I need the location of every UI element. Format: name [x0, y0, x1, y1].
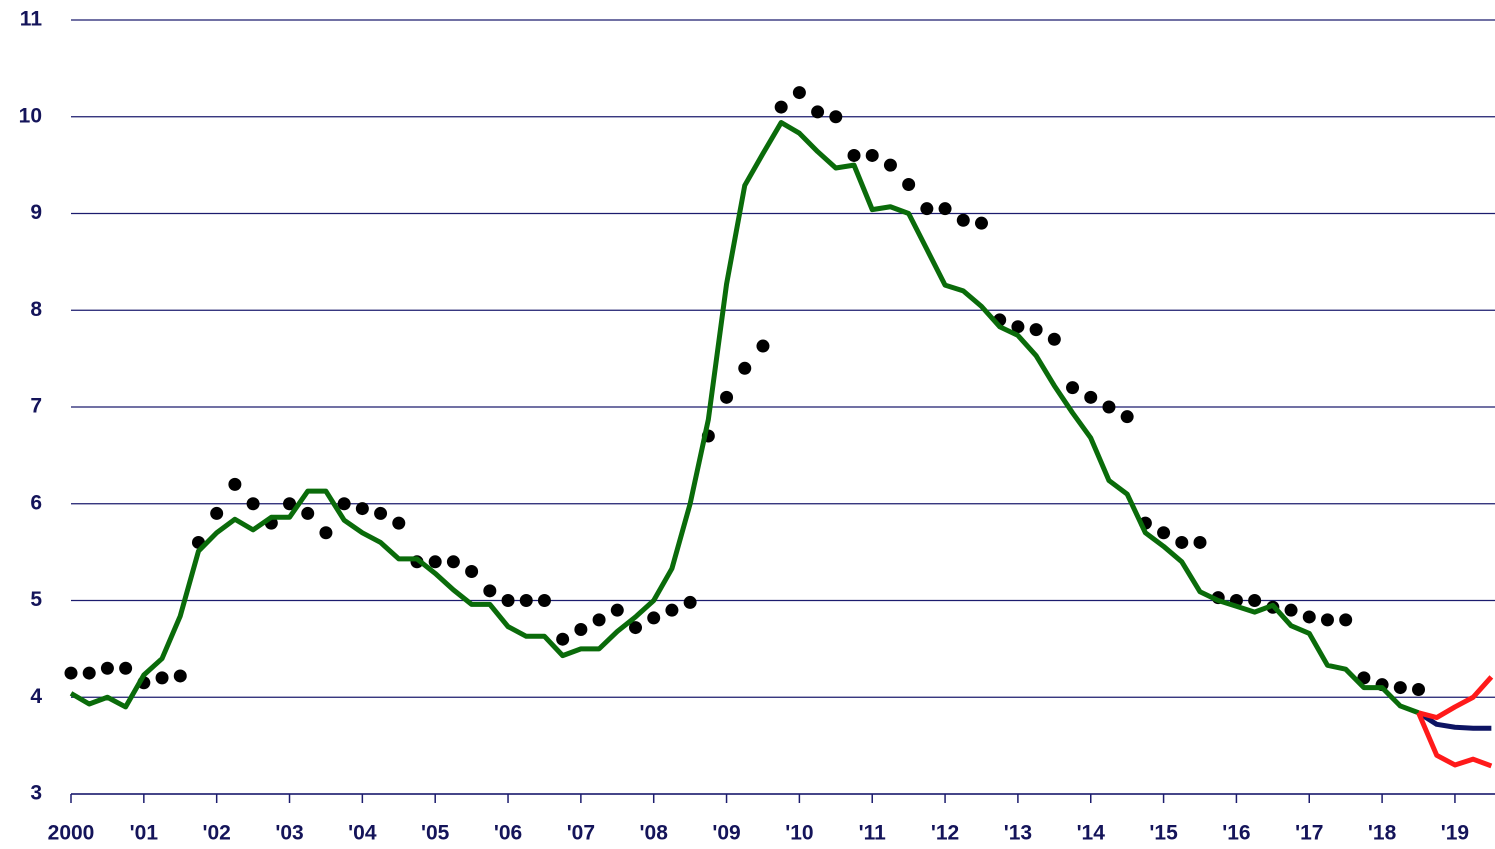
data-point: [883, 158, 897, 172]
data-point: [1248, 594, 1262, 607]
data-point: [1339, 613, 1353, 627]
y-tick-label: 9: [30, 201, 42, 224]
y-tick-label: 8: [30, 298, 42, 321]
x-tick-label: '13: [1004, 822, 1032, 845]
data-point: [465, 564, 479, 578]
data-point: [1175, 535, 1189, 549]
data-point: [865, 148, 879, 162]
y-tick-label: 6: [30, 491, 42, 514]
data-point: [428, 555, 442, 569]
data-point: [1284, 603, 1298, 617]
x-tick-label: '14: [1077, 822, 1106, 845]
x-tick-label: '06: [494, 822, 522, 845]
x-tick-label: '18: [1368, 822, 1397, 845]
data-point: [446, 555, 460, 569]
data-point: [792, 86, 806, 100]
data-point: [519, 594, 533, 607]
data-point: [210, 506, 224, 520]
data-point: [537, 594, 551, 607]
data-point: [629, 621, 643, 635]
data-point: [1120, 410, 1134, 424]
x-tick-label: '09: [712, 822, 740, 845]
data-point: [82, 666, 96, 680]
data-point: [1066, 381, 1080, 395]
y-tick-label: 10: [19, 104, 42, 127]
series-line: [1416, 711, 1493, 769]
data-point: [1320, 613, 1334, 627]
x-tick-label: 2000: [48, 822, 95, 845]
data-point: [501, 594, 515, 607]
x-tick-label: '19: [1441, 822, 1469, 845]
data-point: [1412, 683, 1426, 697]
data-point: [829, 110, 843, 124]
data-point: [774, 100, 788, 114]
series-line: [69, 120, 1420, 716]
data-point: [665, 603, 679, 617]
data-point: [337, 497, 351, 511]
y-tick-label: 7: [30, 395, 42, 418]
data-point: [1047, 332, 1061, 346]
data-point: [902, 177, 916, 191]
x-tick-label: '01: [130, 822, 159, 845]
data-point: [1029, 323, 1043, 337]
data-point: [483, 584, 497, 598]
data-point: [574, 623, 588, 637]
data-point: [738, 361, 752, 375]
data-point: [100, 661, 114, 675]
data-point: [1102, 400, 1116, 414]
x-tick-label: '16: [1222, 822, 1250, 845]
data-point: [1084, 390, 1098, 404]
data-point: [355, 502, 369, 516]
data-point: [683, 595, 697, 609]
data-point: [1393, 681, 1407, 695]
data-point: [974, 216, 988, 230]
series-line: [1417, 675, 1494, 721]
x-tick-label: '17: [1295, 822, 1323, 845]
data-point: [847, 148, 861, 162]
data-point: [1011, 320, 1025, 334]
series-line: [1417, 710, 1492, 731]
data-point: [173, 669, 187, 683]
data-point: [938, 202, 952, 216]
data-point: [920, 202, 934, 216]
data-point: [1193, 535, 1207, 549]
data-point: [301, 506, 315, 520]
data-point: [756, 339, 770, 353]
data-point: [283, 497, 297, 511]
data-point: [319, 526, 333, 540]
data-point: [392, 516, 406, 530]
y-tick-label: 4: [30, 685, 42, 708]
data-point: [720, 390, 734, 404]
y-tick-label: 11: [20, 8, 43, 31]
x-tick-label: '05: [421, 822, 450, 845]
data-point: [956, 213, 970, 227]
data-point: [228, 477, 242, 491]
y-tick-label: 3: [30, 782, 42, 805]
y-tick-label: 5: [30, 588, 42, 611]
x-tick-label: '03: [275, 822, 303, 845]
x-tick-label: '04: [348, 822, 377, 845]
data-point: [64, 666, 78, 680]
data-point: [610, 603, 624, 617]
x-tick-label: '02: [202, 822, 230, 845]
data-point: [1157, 526, 1171, 540]
data-point: [119, 661, 133, 675]
x-tick-label: '10: [785, 822, 813, 845]
data-point: [811, 105, 825, 119]
data-point: [556, 632, 570, 646]
data-point: [647, 611, 661, 625]
data-point: [592, 613, 606, 627]
data-point: [1302, 610, 1316, 624]
x-tick-label: '12: [931, 822, 959, 845]
data-point: [246, 497, 260, 511]
x-tick-label: '07: [567, 822, 595, 845]
data-point: [374, 506, 388, 520]
x-tick-label: '15: [1149, 822, 1178, 845]
x-tick-label: '11: [859, 822, 887, 845]
x-tick-label: '08: [640, 822, 669, 845]
data-point: [155, 671, 169, 685]
